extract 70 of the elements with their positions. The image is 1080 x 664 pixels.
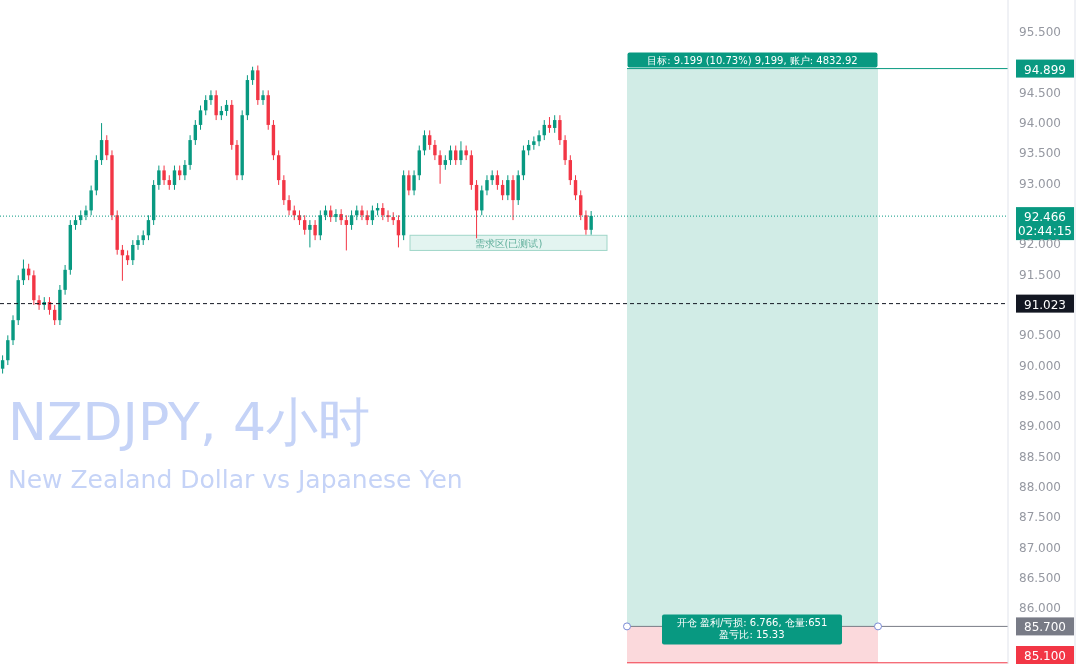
- y-tick-label: 91.500: [1019, 267, 1061, 282]
- candlestick: [584, 209, 588, 236]
- ref-line-label: 85.700: [1024, 620, 1066, 635]
- candlestick: [302, 214, 307, 236]
- candlestick: [0, 354, 5, 375]
- ref-line-label: 91.023: [1024, 297, 1066, 312]
- candlestick: [448, 145, 453, 166]
- y-tick-label: 93.500: [1019, 146, 1061, 161]
- candlestick: [495, 169, 500, 191]
- ref-line-label: 85.100: [1024, 649, 1066, 663]
- y-tick-label: 92.000: [1019, 237, 1061, 252]
- candlestick: [459, 140, 463, 166]
- candlestick: [209, 89, 213, 106]
- candlestick: [214, 89, 218, 121]
- y-tick-label: 88.500: [1019, 449, 1061, 464]
- candlestick: [386, 209, 390, 223]
- candlestick: [183, 159, 187, 181]
- candlestick: [464, 145, 468, 161]
- candlestick: [136, 234, 140, 251]
- y-tick-label: 89.500: [1019, 388, 1061, 403]
- y-tick-label: 94.500: [1019, 85, 1061, 100]
- title: NZDJPY, 4小时: [8, 392, 371, 452]
- candlestick: [11, 314, 15, 346]
- candlestick: [412, 169, 416, 196]
- candlestick: [37, 294, 41, 311]
- candlestick: [344, 214, 349, 251]
- candlestick: [6, 334, 10, 366]
- y-tick-label: 87.500: [1019, 510, 1061, 525]
- candlestick: [198, 105, 203, 131]
- candlestick: [427, 129, 432, 151]
- candlestick: [162, 165, 166, 186]
- band-label: 需求区(已测试): [474, 237, 543, 249]
- candlestick: [172, 165, 177, 191]
- y-tick-label: 89.000: [1019, 419, 1061, 434]
- candlestick: [511, 174, 515, 221]
- y-tick-label: 88.000: [1019, 479, 1061, 494]
- candlestick: [537, 129, 541, 147]
- candlestick: [438, 149, 442, 185]
- y-tick-label: 90.500: [1019, 328, 1061, 343]
- candlestick: [63, 264, 67, 296]
- y-tick-label: 87.000: [1019, 540, 1061, 555]
- candlestick: [407, 169, 411, 196]
- candlestick: [131, 239, 135, 266]
- candlestick: [454, 145, 458, 166]
- candlestick: [360, 205, 364, 221]
- candlestick: [308, 219, 312, 248]
- y-tick-label: 90.000: [1019, 358, 1061, 373]
- candlestick: [506, 174, 510, 201]
- candlestick: [485, 174, 489, 196]
- y-tick-label: 93.000: [1019, 176, 1061, 191]
- y-tick-label: 94.000: [1019, 116, 1061, 131]
- candlestick: [157, 165, 161, 191]
- candlestick: [563, 134, 567, 166]
- candlestick: [261, 89, 265, 106]
- candlestick: [313, 219, 317, 241]
- subtitle: New Zealand Dollar vs Japanese Yen: [8, 465, 463, 494]
- candlestick: [282, 174, 286, 206]
- y-tick-label: 86.500: [1019, 570, 1061, 585]
- y-tick-label: 95.500: [1019, 25, 1061, 40]
- candlestick: [250, 66, 255, 86]
- ref-line-label: 94.899: [1024, 62, 1066, 77]
- candlestick: [433, 139, 437, 161]
- ref-line-label: 92.466 02:44:15: [1018, 210, 1072, 239]
- y-tick-label: 86.000: [1019, 601, 1061, 616]
- candlestick: [558, 114, 562, 146]
- band-label: 目标: 9.199 (10.73%) 9,199, 账户: 4832.92: [647, 55, 858, 67]
- annotation: 开仓 盈利/亏损: 6.766, 仓量:651 盈亏比: 15.33: [676, 617, 828, 641]
- candlestick: [339, 208, 343, 226]
- candlestick: [287, 194, 291, 216]
- candlestick: [532, 135, 536, 151]
